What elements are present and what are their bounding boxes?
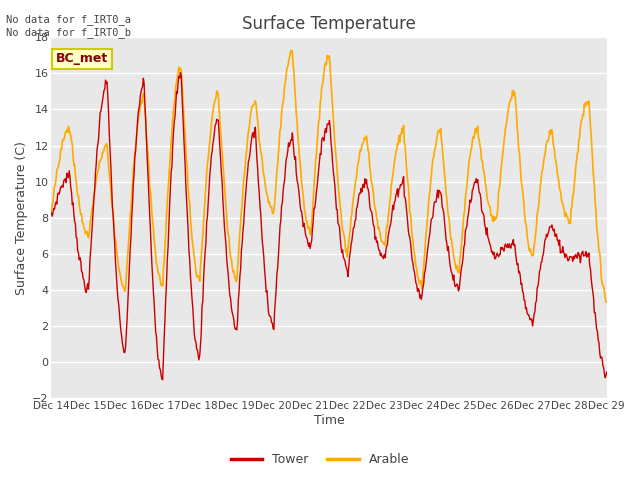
Title: Surface Temperature: Surface Temperature [242, 15, 416, 33]
X-axis label: Time: Time [314, 414, 344, 427]
Legend: Tower, Arable: Tower, Arable [226, 448, 414, 471]
Text: No data for f_IRT0_a
No data for f_IRT0_b: No data for f_IRT0_a No data for f_IRT0_… [6, 14, 131, 38]
Y-axis label: Surface Temperature (C): Surface Temperature (C) [15, 141, 28, 295]
Text: BC_met: BC_met [56, 52, 108, 65]
